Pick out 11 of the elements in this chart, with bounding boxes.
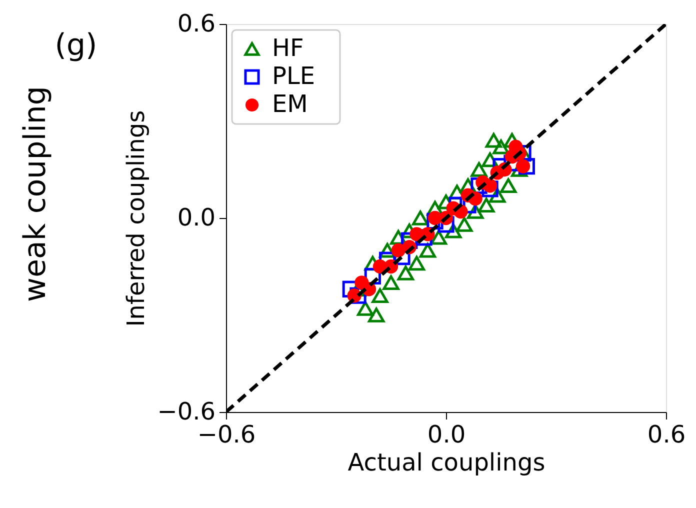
- legend-label: HF: [272, 34, 304, 62]
- text: weak coupling: [18, 86, 53, 302]
- legend-label: EM: [272, 90, 308, 118]
- legend-label: PLE: [272, 62, 316, 90]
- x-axis-title: Actual couplings: [348, 448, 546, 476]
- x-tick-label: 0.6: [647, 420, 686, 448]
- y-tick-label: 0.0: [177, 204, 216, 232]
- y-tick-label: 0.6: [177, 10, 216, 38]
- text: (g): [54, 28, 98, 63]
- x-tick-label: 0.0: [427, 420, 466, 448]
- y-axis-title: Inferred couplings: [122, 110, 150, 327]
